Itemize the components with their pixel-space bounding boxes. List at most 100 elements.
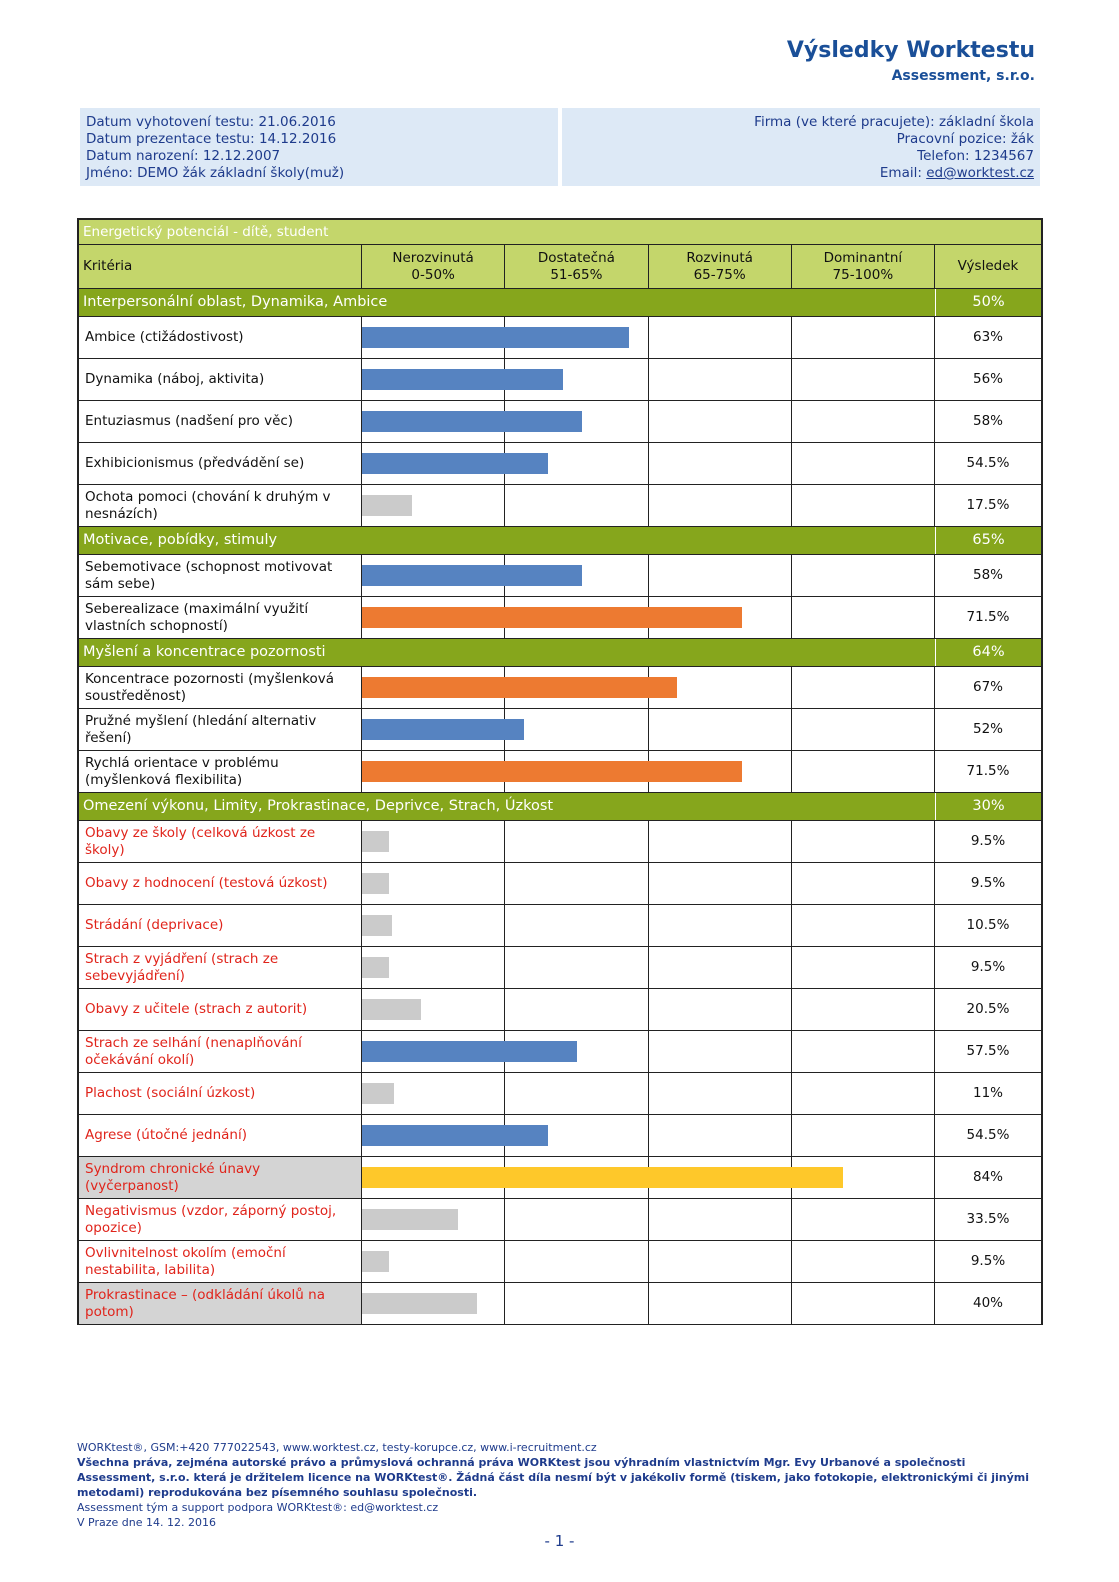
- bar: [362, 1293, 477, 1314]
- grid-cell: [792, 947, 935, 988]
- item-name: Entuziasmus (nadšení pro věc): [79, 401, 362, 442]
- bar: [362, 1125, 549, 1146]
- grid-cell: [505, 1031, 649, 1072]
- grid-cell: [649, 1241, 792, 1282]
- grid-cell: [649, 821, 792, 862]
- bar: [362, 1041, 577, 1062]
- grid-cell: [649, 1283, 792, 1324]
- grid-cell: [505, 1073, 649, 1114]
- grid-cell: [792, 401, 935, 442]
- criteria-header: Kritéria: [79, 245, 362, 288]
- item-row: Obavy z hodnocení (testová úzkost) 9.5%: [77, 863, 1043, 905]
- grid-cell: [505, 709, 649, 750]
- item-row: Entuziasmus (nadšení pro věc) 58%: [77, 401, 1043, 443]
- item-name: Syndrom chronické únavy (vyčerpanost): [79, 1157, 362, 1198]
- item-row: Sebemotivace (schopnost motivovat sám se…: [77, 555, 1043, 597]
- item-row: Obavy ze školy (celková úzkost ze školy)…: [77, 821, 1043, 863]
- email-link[interactable]: ed@worktest.cz: [926, 165, 1034, 181]
- grid-cell: [362, 863, 506, 904]
- item-result: 57.5%: [966, 1043, 1010, 1059]
- grid-cell: [649, 947, 792, 988]
- item-row: Rychlá orientace v problému (myšlenková …: [77, 751, 1043, 793]
- grid-cell: [362, 989, 506, 1030]
- grid-cell: [792, 597, 935, 638]
- item-result: 33.5%: [966, 1211, 1010, 1227]
- grid-cell: [362, 947, 506, 988]
- group-result: 50%: [935, 289, 1041, 316]
- grid-cell: [505, 905, 649, 946]
- item-result: 9.5%: [970, 833, 1006, 849]
- grid-cell: [649, 1115, 792, 1156]
- grid-cell: [649, 667, 792, 708]
- item-name: Pružné myšlení (hledání alternativ řešen…: [79, 709, 362, 750]
- item-name: Sebemotivace (schopnost motivovat sám se…: [79, 555, 362, 596]
- item-row: Ochota pomoci (chování k druhým v nesnáz…: [77, 485, 1043, 527]
- item-result: 11%: [972, 1085, 1003, 1101]
- grid-cell: [792, 989, 935, 1030]
- item-name: Obavy z hodnocení (testová úzkost): [79, 863, 362, 904]
- info-line: Telefon: 1234567: [917, 148, 1034, 164]
- bar: [362, 719, 525, 740]
- item-result: 20.5%: [966, 1001, 1010, 1017]
- grid-cell: [649, 751, 792, 792]
- bar: [362, 831, 390, 852]
- item-name: Plachost (sociální úzkost): [79, 1073, 362, 1114]
- result-header: Výsledek: [957, 258, 1019, 274]
- group-row: Interpersonální oblast, Dynamika, Ambice…: [77, 289, 1043, 317]
- grid-cell: [362, 1241, 506, 1282]
- grid-cell: [792, 555, 935, 596]
- grid-cell: [362, 1199, 506, 1240]
- grid-cell: [649, 317, 792, 358]
- grid-cell: [362, 821, 506, 862]
- grid-cell: [792, 317, 935, 358]
- bar: [362, 411, 582, 432]
- grid-cell: [649, 863, 792, 904]
- level-name: Rozvinutá: [686, 249, 753, 266]
- grid-cell: [792, 1241, 935, 1282]
- grid-cell: [505, 821, 649, 862]
- grid-cell: [792, 485, 935, 526]
- email-label: Email:: [879, 165, 922, 181]
- level-header: Nerozvinutá 0-50%: [362, 245, 506, 288]
- grid-cell: [362, 905, 506, 946]
- page-number: - 1 -: [544, 1532, 575, 1550]
- grid-cell: [649, 989, 792, 1030]
- grid-cell: [792, 667, 935, 708]
- item-name: Seberealizace (maximální využití vlastní…: [79, 597, 362, 638]
- group-name: Myšlení a koncentrace pozornosti: [83, 644, 326, 660]
- grid-cell: [649, 555, 792, 596]
- level-name: Nerozvinutá: [392, 249, 474, 266]
- item-result: 17.5%: [966, 497, 1010, 513]
- item-row: Exhibicionismus (předvádění se) 54.5%: [77, 443, 1043, 485]
- bar: [362, 565, 582, 586]
- grid-cell: [649, 597, 792, 638]
- item-row: Strach z vyjádření (strach ze sebevyjádř…: [77, 947, 1043, 989]
- info-line: Email: ed@worktest.cz: [568, 165, 1034, 182]
- grid-cell: [505, 359, 649, 400]
- item-row: Negativismus (vzdor, záporný postoj, opo…: [77, 1199, 1043, 1241]
- group-result: 64%: [935, 639, 1041, 666]
- level-name: Dostatečná: [537, 249, 615, 266]
- item-name: Prokrastinace – (odkládání úkolů na poto…: [79, 1283, 362, 1324]
- grid-cell: [649, 1031, 792, 1072]
- level-header: Dominantní 75-100%: [792, 245, 935, 288]
- item-row: Dynamika (náboj, aktivita) 56%: [77, 359, 1043, 401]
- grid-cell: [792, 1283, 935, 1324]
- item-result: 54.5%: [966, 1127, 1010, 1143]
- footer-support: Assessment tým a support podpora WORKtes…: [77, 1501, 439, 1514]
- bar: [362, 761, 742, 782]
- grid-cell: [792, 1157, 935, 1198]
- grid-cell: [649, 905, 792, 946]
- grid-cell: [792, 863, 935, 904]
- item-result: 71.5%: [966, 609, 1010, 625]
- info-line: Datum vyhotovení testu: 21.06.2016: [86, 114, 336, 130]
- grid-cell: [792, 1031, 935, 1072]
- item-row: Koncentrace pozornosti (myšlenková soust…: [77, 667, 1043, 709]
- item-name: Rychlá orientace v problému (myšlenková …: [79, 751, 362, 792]
- item-result: 54.5%: [966, 455, 1010, 471]
- grid-cell: [649, 359, 792, 400]
- grid-cell: [505, 947, 649, 988]
- item-result: 56%: [972, 371, 1003, 387]
- footer-date: V Praze dne 14. 12. 2016: [77, 1516, 216, 1529]
- item-name: Koncentrace pozornosti (myšlenková soust…: [79, 667, 362, 708]
